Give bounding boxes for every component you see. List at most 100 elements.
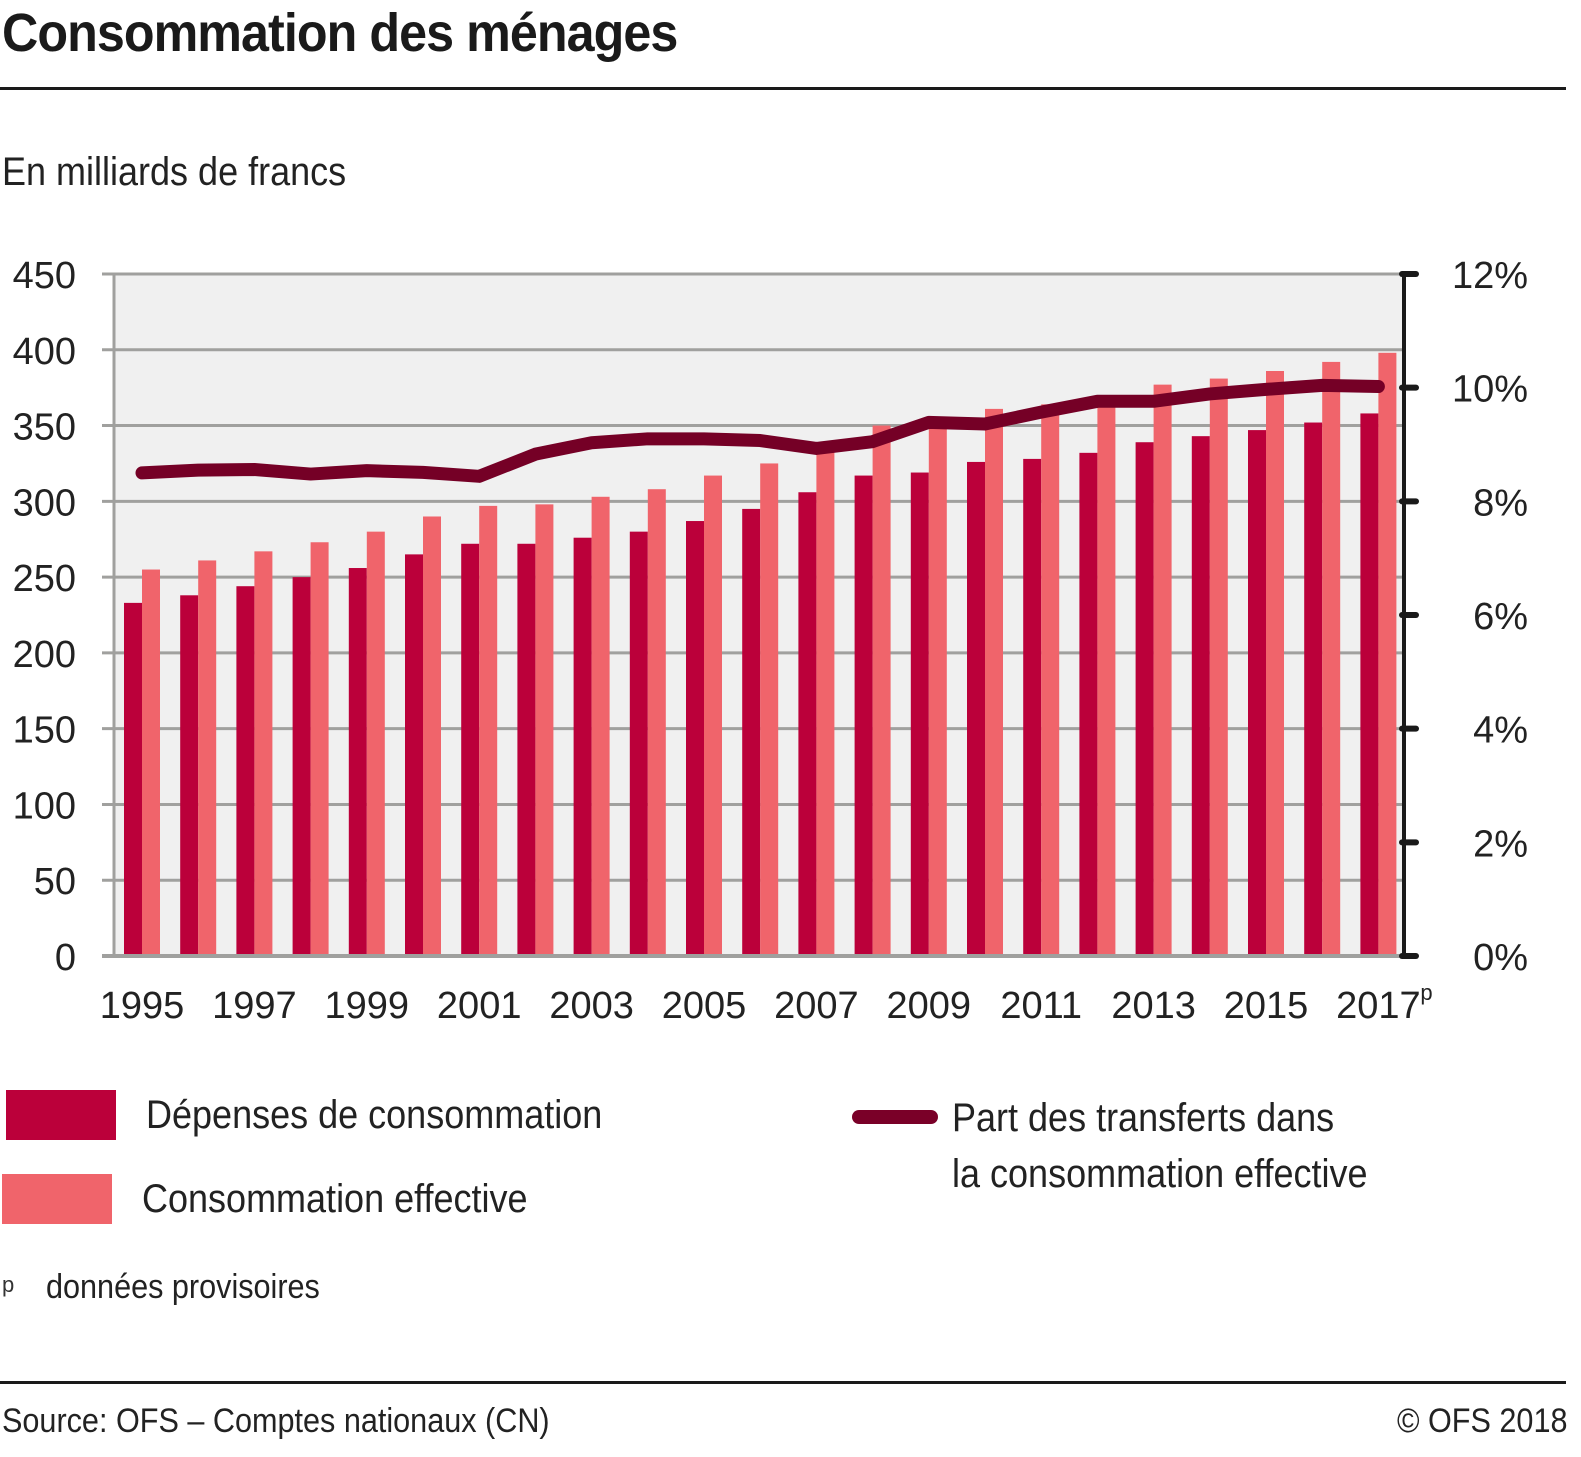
x-tick-label-2005: 2005: [662, 985, 747, 1027]
bar-depenses-2013: [1135, 442, 1154, 956]
bar-depenses-2016: [1304, 422, 1323, 957]
bar-consommation-effective-2004: [647, 489, 666, 956]
chart-subtitle: En milliards de francs: [2, 150, 347, 194]
y-right-tick-label-4: 4%: [1473, 710, 1528, 752]
bars: [124, 352, 1397, 957]
bar-consommation-effective-2016: [1322, 361, 1341, 956]
x-tick-suffix-provisional: p: [1420, 980, 1432, 1005]
bar-depenses-2004: [629, 531, 648, 956]
bar-consommation-effective-2011: [1041, 404, 1060, 956]
bar-depenses-2015: [1248, 430, 1266, 956]
bar-consommation-effective-1998: [310, 542, 329, 956]
y-axis-labels: 0 50 100 150 200 250 300 350 400 450: [13, 255, 76, 979]
y-tick-label-100: 100: [13, 785, 76, 827]
bar-consommation-effective-1995: [142, 569, 160, 956]
bar-depenses-2003: [573, 537, 592, 956]
legend-item-part-transferts: Part des transferts dans la consommation…: [852, 1090, 1414, 1202]
legend-label-part-transferts: Part des transferts dans la consommation…: [952, 1090, 1414, 1202]
bar-consommation-effective-2006: [760, 463, 779, 956]
legend-label-depenses: Dépenses de consommation: [146, 1093, 603, 1137]
x-tick-label-2017: 2017: [1336, 985, 1421, 1027]
bar-consommation-effective-2014: [1209, 378, 1228, 956]
bar-consommation-effective-2003: [591, 496, 610, 956]
bar-depenses-2007: [798, 492, 817, 956]
bar-consommation-effective-2015: [1266, 370, 1284, 956]
y-tick-label-450: 450: [13, 255, 76, 297]
x-tick-label-2001: 2001: [437, 985, 522, 1027]
bar-depenses-2002: [517, 543, 536, 956]
y-tick-label-400: 400: [13, 331, 76, 373]
chart-title: Consommation des ménages: [2, 3, 678, 63]
legend-label-line1: Part des transferts dans: [952, 1096, 1335, 1140]
bar-consommation-effective-2012: [1097, 396, 1116, 956]
y-axis-right-labels: 0% 2% 4% 6% 8% 10% 12%: [1452, 255, 1528, 979]
bar-consommation-effective-2008: [872, 425, 891, 956]
bar-depenses-2005: [686, 521, 704, 956]
x-tick-label-2009: 2009: [887, 985, 972, 1027]
transfer-share-line: [135, 378, 1385, 483]
y-tick-label-300: 300: [13, 482, 76, 524]
x-tick-label-1997: 1997: [212, 985, 297, 1027]
bar-depenses-2009: [910, 472, 929, 956]
copyright-text: © OFS 2018: [1396, 1402, 1567, 1440]
bar-depenses-2011: [1023, 458, 1042, 956]
bar-depenses-1998: [292, 577, 311, 956]
bar-depenses-2017: [1360, 413, 1379, 956]
bar-depenses-1996: [180, 595, 199, 956]
footnote-text: données provisoires: [46, 1268, 320, 1306]
y-right-tick-label-2: 2%: [1473, 823, 1528, 865]
bar-consommation-effective-1996: [198, 560, 217, 956]
bar-consommation-effective-2001: [479, 505, 498, 956]
legend-line-part-transferts: [852, 1110, 938, 1124]
legend-label-consommation-effective: Consommation effective: [142, 1177, 528, 1221]
legend-item-consommation-effective: Consommation effective: [2, 1171, 570, 1227]
y-tick-label-200: 200: [13, 634, 76, 676]
bar-consommation-effective-1999: [366, 531, 385, 956]
legend-item-depenses: Dépenses de consommation: [6, 1087, 653, 1143]
legend-swatch-consommation-effective: [2, 1174, 112, 1224]
x-tick-label-2015: 2015: [1224, 985, 1309, 1027]
legend-label-line2: la consommation effective: [952, 1152, 1368, 1196]
bar-depenses-2008: [854, 475, 873, 956]
bar-depenses-2006: [742, 508, 761, 956]
y-tick-label-250: 250: [13, 558, 76, 600]
x-tick-label-2011: 2011: [1000, 985, 1082, 1027]
bar-consommation-effective-2002: [535, 504, 554, 956]
bar-consommation-effective-2009: [928, 421, 947, 956]
y-right-tick-label-12: 12%: [1452, 255, 1528, 297]
bar-consommation-effective-2010: [985, 408, 1003, 956]
x-tick-label-2007: 2007: [774, 985, 859, 1027]
bar-depenses-2012: [1079, 452, 1098, 956]
y-tick-label-150: 150: [13, 710, 76, 752]
x-tick-label-2013: 2013: [1111, 985, 1196, 1027]
footnote-marker: p: [2, 1272, 15, 1297]
y-tick-label-0: 0: [55, 937, 76, 979]
title-divider: [0, 87, 1566, 90]
source-text: Source: OFS – Comptes nationaux (CN): [2, 1402, 550, 1440]
footer-divider: [0, 1381, 1566, 1384]
bar-consommation-effective-2000: [423, 516, 441, 956]
bar-consommation-effective-1997: [254, 551, 273, 956]
bar-consommation-effective-2013: [1153, 384, 1172, 956]
x-tick-label-2003: 2003: [549, 985, 634, 1027]
bar-depenses-1999: [348, 568, 367, 956]
chart: 0 50 100 150 200 250 300 350 400 450 0% 2% 4% 6% 8% 10…: [13, 255, 1528, 1027]
bar-depenses-2000: [405, 554, 423, 956]
y-right-tick-label-10: 10%: [1452, 369, 1528, 411]
x-axis-labels: 1995 1997 1999 2001 2003 2005 2007 2009 2011 2013…: [100, 980, 1433, 1027]
bar-depenses-2010: [967, 461, 985, 956]
bar-consommation-effective-2007: [816, 449, 835, 956]
y-tick-label-50: 50: [34, 861, 76, 903]
bar-consommation-effective-2017: [1378, 352, 1397, 956]
legend-swatch-depenses: [6, 1090, 116, 1140]
y-tick-label-350: 350: [13, 407, 76, 449]
axes: [102, 271, 1419, 959]
y-right-tick-label-0: 0%: [1473, 937, 1528, 979]
bar-depenses-2014: [1191, 436, 1210, 956]
bar-depenses-1995: [124, 602, 142, 956]
x-tick-label-1995: 1995: [100, 985, 185, 1027]
x-tick-label-1999: 1999: [325, 985, 410, 1027]
bar-depenses-2001: [461, 543, 480, 956]
y-right-tick-label-8: 8%: [1473, 482, 1528, 524]
y-right-tick-label-6: 6%: [1473, 596, 1528, 638]
